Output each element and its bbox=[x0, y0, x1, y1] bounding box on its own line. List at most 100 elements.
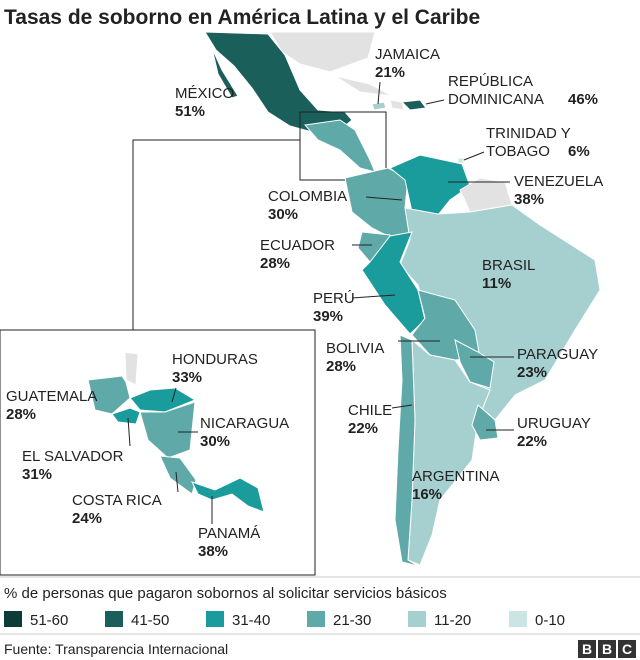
leader bbox=[463, 151, 485, 161]
country-value: 38% bbox=[514, 191, 544, 208]
legend-label: 51-60 bbox=[30, 612, 68, 629]
country-name: TOBAGO bbox=[486, 143, 550, 160]
country-name: HONDURAS bbox=[172, 351, 258, 368]
leader bbox=[391, 404, 413, 409]
country-value: 6% bbox=[568, 143, 590, 160]
country-value: 30% bbox=[200, 433, 230, 450]
country-name: TRINIDAD Y bbox=[486, 125, 571, 142]
legend-swatch bbox=[206, 611, 224, 627]
country-name: URUGUAY bbox=[517, 415, 591, 432]
logo-letter: B bbox=[602, 641, 612, 657]
country-name: VENEZUELA bbox=[514, 173, 603, 190]
leader bbox=[425, 99, 445, 105]
central-america bbox=[304, 119, 376, 173]
country-name: COLOMBIA bbox=[268, 188, 347, 205]
panama bbox=[191, 477, 265, 513]
baja bbox=[211, 47, 239, 99]
country-value: 28% bbox=[6, 406, 36, 423]
country-value: 38% bbox=[198, 543, 228, 560]
paraguay bbox=[454, 339, 495, 389]
leader bbox=[171, 387, 177, 403]
dominican-republic bbox=[400, 99, 427, 111]
country-value: 46% bbox=[568, 91, 598, 108]
leader bbox=[175, 471, 179, 493]
legend-label: 41-50 bbox=[131, 612, 169, 629]
country-value: 11% bbox=[482, 275, 511, 292]
country-value: 21% bbox=[375, 64, 405, 81]
legend-swatch bbox=[105, 611, 123, 627]
logo-box bbox=[578, 640, 596, 658]
legend-swatch bbox=[408, 611, 426, 627]
country-name: ARGENTINA bbox=[412, 468, 500, 485]
jamaica bbox=[371, 101, 387, 111]
country-name: GUATEMALA bbox=[6, 388, 97, 405]
title: Tasas de soborno en América Latina y el … bbox=[4, 6, 480, 29]
country-name: ECUADOR bbox=[260, 237, 335, 254]
country-value: 39% bbox=[313, 308, 343, 325]
leader bbox=[127, 417, 131, 447]
nicaragua bbox=[139, 401, 196, 459]
leader bbox=[351, 294, 396, 299]
country-value: 31% bbox=[22, 466, 52, 483]
country-name: JAMAICA bbox=[375, 46, 440, 63]
brazil bbox=[399, 204, 601, 421]
venezuela bbox=[389, 154, 471, 216]
chile bbox=[394, 334, 419, 567]
legend-swatch bbox=[307, 611, 325, 627]
country-value: 24% bbox=[72, 510, 102, 527]
legend-swatch bbox=[509, 611, 527, 627]
country-name: COSTA RICA bbox=[72, 492, 162, 509]
country-name: DOMINICANA bbox=[448, 91, 544, 108]
inset-map bbox=[87, 351, 265, 513]
country-name: EL SALVADOR bbox=[22, 448, 124, 465]
legend-swatch bbox=[4, 611, 22, 627]
logo-letter: B bbox=[582, 641, 592, 657]
country-value: 33% bbox=[172, 369, 202, 386]
country-name: NICARAGUA bbox=[200, 415, 289, 432]
country-name: PARAGUAY bbox=[517, 346, 598, 363]
country-value: 30% bbox=[268, 206, 298, 223]
trinidad bbox=[457, 157, 465, 164]
haiti bbox=[389, 99, 405, 111]
leader bbox=[365, 196, 403, 201]
inset-frame bbox=[0, 329, 316, 576]
country-value: 22% bbox=[348, 420, 378, 437]
country-value: 51% bbox=[175, 103, 205, 120]
map bbox=[204, 31, 601, 567]
country-name: PANAMÁ bbox=[198, 525, 260, 542]
country-name: CHILE bbox=[348, 402, 392, 419]
belize bbox=[124, 351, 139, 386]
cuba bbox=[334, 75, 393, 97]
legend-label: 21-30 bbox=[333, 612, 371, 629]
uruguay bbox=[471, 404, 499, 441]
country-name: BRASIL bbox=[482, 257, 535, 274]
country-name: BOLIVIA bbox=[326, 340, 384, 357]
el-salvador bbox=[111, 407, 141, 425]
source: Fuente: Transparencia Internacional bbox=[4, 641, 228, 657]
legend-title: % de personas que pagaron sobornos al so… bbox=[4, 585, 447, 602]
legend: 51-60 41-50 31-40 21-30 11-20 0-10 bbox=[4, 611, 565, 629]
logo-box bbox=[618, 640, 636, 658]
legend-label: 11-20 bbox=[434, 612, 471, 629]
country-value: 28% bbox=[260, 255, 290, 272]
country-name: REPÚBLICA bbox=[448, 73, 533, 90]
honduras bbox=[129, 387, 197, 413]
colombia bbox=[344, 167, 413, 239]
logo-letter: C bbox=[622, 641, 632, 657]
inset-frame-small bbox=[299, 111, 387, 181]
labels: MÉXICO 51% JAMAICA 21% REPÚBLICA DOMINIC… bbox=[6, 46, 603, 560]
guianas bbox=[459, 177, 513, 213]
logo-box bbox=[598, 640, 616, 658]
country-name: MÉXICO bbox=[175, 85, 234, 102]
country-value: 22% bbox=[517, 433, 547, 450]
leader bbox=[377, 81, 381, 105]
country-value: 23% bbox=[517, 364, 547, 381]
country-value: 28% bbox=[326, 358, 356, 375]
country-name: PERÚ bbox=[313, 290, 355, 307]
legend-label: 0-10 bbox=[535, 612, 565, 629]
legend-label: 31-40 bbox=[232, 612, 270, 629]
country-value: 16% bbox=[412, 486, 442, 503]
inset-connector bbox=[132, 139, 300, 330]
